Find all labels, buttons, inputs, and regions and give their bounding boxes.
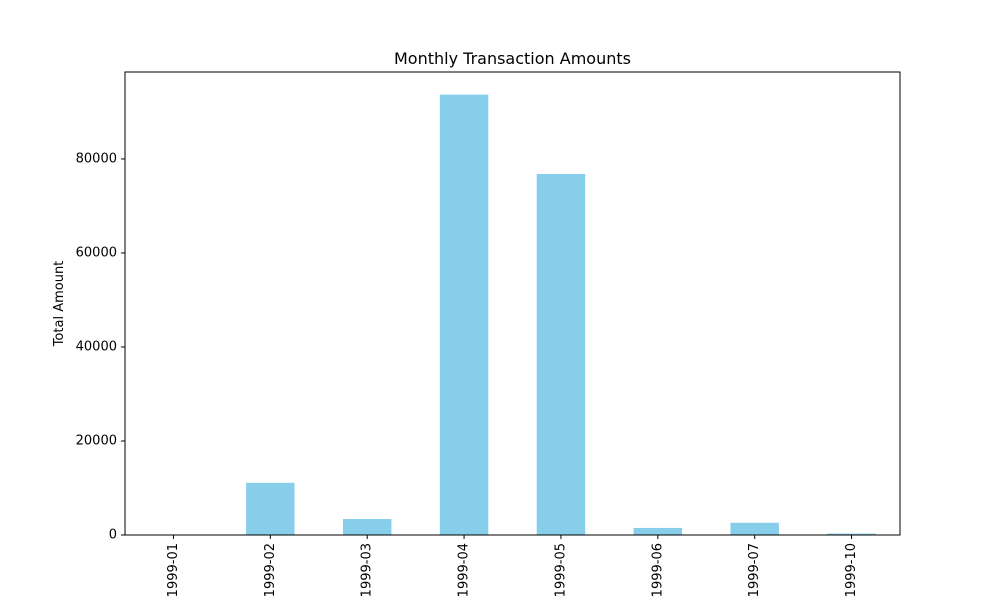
x-tick-label-1999-06: 1999-06 [650, 543, 665, 597]
x-tick-label-1999-03: 1999-03 [360, 543, 375, 597]
x-tick-label-1999-10: 1999-10 [844, 543, 859, 597]
y-tick-label: 0 [109, 528, 117, 543]
bar-1999-07 [730, 523, 778, 535]
x-tick-label-1999-05: 1999-05 [553, 543, 568, 597]
bar-1999-04 [440, 95, 488, 535]
bar-1999-06 [634, 528, 682, 535]
y-tick-label: 40000 [76, 339, 117, 354]
bar-1999-03 [343, 519, 391, 535]
y-tick-label: 80000 [76, 151, 117, 166]
y-axis-label: Total Amount [52, 261, 67, 348]
bar-1999-02 [246, 483, 294, 535]
x-tick-label-1999-04: 1999-04 [457, 543, 472, 597]
x-tick-label-1999-01: 1999-01 [166, 543, 181, 597]
y-tick-label: 20000 [76, 433, 117, 448]
y-tick-label: 60000 [76, 245, 117, 260]
x-tick-label-1999-02: 1999-02 [263, 543, 278, 597]
bar-1999-05 [537, 174, 585, 535]
x-tick-label-1999-07: 1999-07 [747, 543, 762, 597]
chart-title: Monthly Transaction Amounts [394, 49, 631, 68]
